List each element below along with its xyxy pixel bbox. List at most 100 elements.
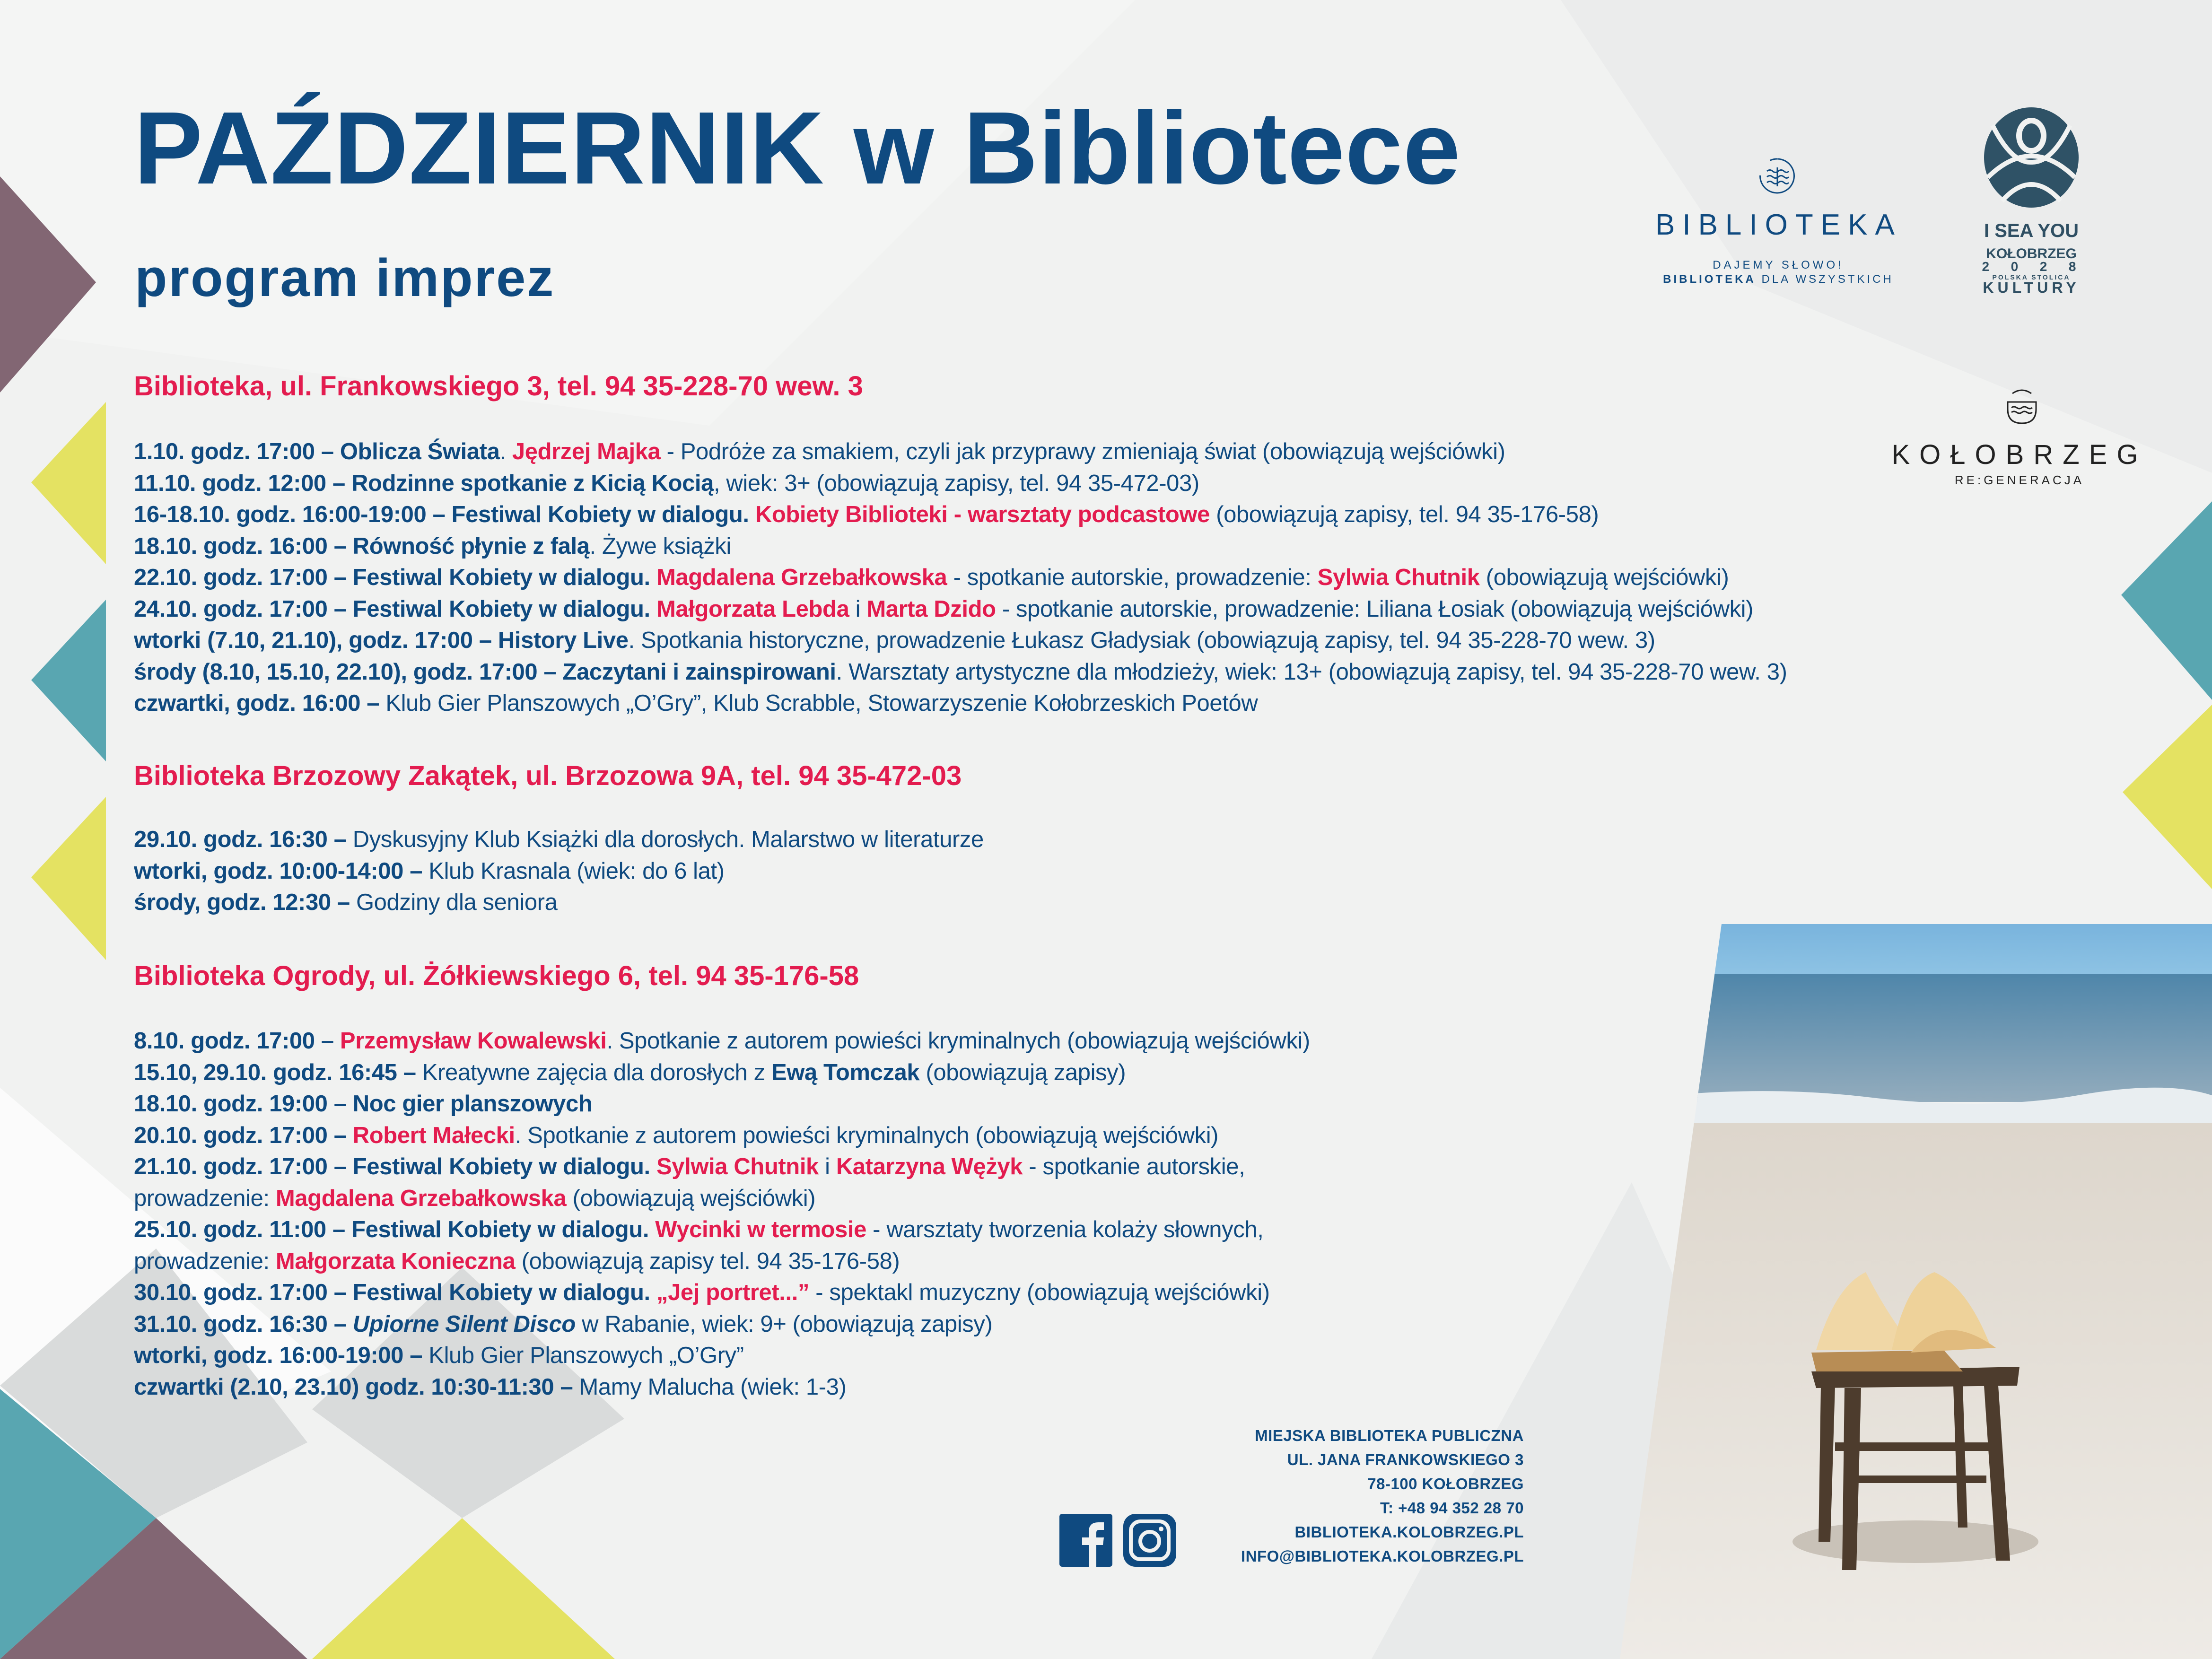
event-description: - Podróże za smakiem, czyli jak przypraw…: [660, 439, 1505, 464]
facebook-icon[interactable]: [1059, 1514, 1112, 1567]
highlighted-name: Jędrzej Majka: [512, 439, 661, 464]
event-description: . Spotkanie z autorem powieści kryminaln…: [515, 1122, 1219, 1148]
highlighted-name: Małgorzata Lebda: [656, 596, 849, 622]
event-date-title: 25.10. godz. 11:00 – Festiwal Kobiety w …: [134, 1217, 656, 1242]
event-description: - spotkanie autorskie,: [1023, 1154, 1245, 1179]
event-date-title: 11.10. godz. 12:00 – Rodzinne spotkanie …: [134, 470, 714, 496]
highlighted-name: Małgorzata Konieczna: [275, 1248, 516, 1274]
biblioteka-tagline-2-rest: DLA WSZYSTKICH: [1756, 273, 1894, 286]
event-line: 11.10. godz. 12:00 – Rodzinne spotkanie …: [134, 468, 1787, 499]
teal-triangle: [2121, 501, 2212, 700]
event-date-title: wtorki, godz. 16:00-19:00 –: [134, 1343, 423, 1368]
highlighted-name: Sylwia Chutnik: [1317, 565, 1480, 590]
yellow-triangle: [31, 402, 106, 564]
footer-phone: T: +48 94 352 28 70: [1380, 1499, 1524, 1517]
event-description: i: [818, 1154, 836, 1179]
grey-diamond: [312, 1267, 624, 1518]
bg-facet: [0, 0, 1135, 426]
event-date-title: czwartki, godz. 16:00 –: [134, 690, 380, 716]
event-description: . Warsztaty artystyczne dla młodzieży, w…: [836, 659, 1787, 685]
event-description: (obowiązują zapisy, tel. 94 35-176-58): [1209, 502, 1599, 527]
event-date-title: 20.10. godz. 17:00 –: [134, 1122, 353, 1148]
event-line: 16-18.10. godz. 16:00-19:00 – Festiwal K…: [134, 499, 1787, 531]
event-date-title: Ewą Tomczak: [771, 1059, 920, 1085]
teal-triangle: [31, 600, 106, 761]
waves-book-icon: [1759, 158, 1795, 194]
teal-triangle: [0, 1389, 156, 1659]
event-date-title: Upiorne Silent Disco: [352, 1311, 576, 1337]
highlighted-name: Magdalena Grzebałkowska: [275, 1185, 567, 1211]
section-heading-frankowskiego: Biblioteka, ul. Frankowskiego 3, tel. 94…: [134, 371, 863, 402]
event-date-title: 15.10, 29.10. godz. 16:45 –: [134, 1059, 416, 1085]
event-description: . Spotkania historyczne, prowadzenie Łuk…: [628, 628, 1656, 653]
purple-triangle: [0, 1518, 307, 1659]
iseayou-line5: KULTURY: [1983, 279, 2080, 296]
grey-diamond: [0, 1249, 307, 1518]
page-subtitle: program imprez: [135, 248, 555, 307]
open-book: [1811, 1272, 1996, 1371]
event-description: - spotkanie autorskie, prowadzenie:: [947, 565, 1318, 590]
iseayou-line2: KOŁOBRZEG: [1986, 246, 2077, 262]
event-description: Dyskusyjny Klub Książki dla dorosłych. M…: [346, 827, 984, 852]
event-line: 22.10. godz. 17:00 – Festiwal Kobiety w …: [134, 562, 1787, 594]
event-line: 24.10. godz. 17:00 – Festiwal Kobiety w …: [134, 594, 1787, 625]
event-date-title: 24.10. godz. 17:00 – Festiwal Kobiety w …: [134, 596, 656, 622]
event-description: Godziny dla seniora: [350, 890, 558, 915]
highlighted-name: Sylwia Chutnik: [656, 1154, 819, 1179]
event-description: w Rabanie, wiek: 9+ (obowiązują zapisy): [575, 1311, 993, 1337]
biblioteka-tagline-2: BIBLIOTEKA DLA WSZYSTKICH: [1655, 273, 1901, 286]
event-list-brzozowy-zakatek: 29.10. godz. 16:30 – Dyskusyjny Klub Ksi…: [134, 824, 984, 918]
event-description: prowadzenie:: [134, 1185, 276, 1211]
page-title: PAŹDZIERNIK w Bibliotece: [134, 91, 1461, 206]
event-description: i: [849, 596, 867, 622]
event-line: 15.10, 29.10. godz. 16:45 – Kreatywne za…: [134, 1057, 1310, 1089]
event-list-ogrody: 8.10. godz. 17:00 – Przemysław Kowalewsk…: [134, 1025, 1310, 1403]
highlighted-name: Magdalena Grzebałkowska: [656, 565, 947, 590]
event-line: 31.10. godz. 16:30 – Upiorne Silent Disc…: [134, 1309, 1310, 1340]
yellow-triangle: [2123, 705, 2212, 889]
event-line: środy (8.10, 15.10, 22.10), godz. 17:00 …: [134, 656, 1787, 688]
event-description: (obowiązują wejściówki): [566, 1185, 816, 1211]
event-date-title: 29.10. godz. 16:30 –: [134, 827, 347, 852]
event-description: Mamy Malucha (wiek: 1-3): [573, 1374, 847, 1400]
footer-website-link[interactable]: BIBLIOTEKA.KOLOBRZEG.PL: [1294, 1523, 1524, 1541]
event-description: Kreatywne zajęcia dla dorosłych z: [416, 1059, 771, 1085]
i-sea-you-emblem-icon: [1984, 107, 2079, 208]
library-contact-footer: MIEJSKA BIBLIOTEKA PUBLICZNA UL. JANA FR…: [1241, 1423, 1524, 1568]
event-line: 25.10. godz. 11:00 – Festiwal Kobiety w …: [134, 1214, 1310, 1246]
footer-email-link[interactable]: INFO@BIBLIOTEKA.KOLOBRZEG.PL: [1241, 1547, 1524, 1565]
event-date-title: 30.10. godz. 17:00 – Festiwal Kobiety w …: [134, 1280, 656, 1305]
event-list-frankowskiego: 1.10. godz. 17:00 – Oblicza Świata. Jędr…: [134, 436, 1787, 719]
section-heading-brzozowy-zakatek: Biblioteka Brzozowy Zakątek, ul. Brzozow…: [134, 760, 962, 791]
event-description: (obowiązują wejściówki): [1479, 565, 1729, 590]
event-date-title: 18.10. godz. 19:00 – Noc gier planszowyc…: [134, 1091, 593, 1117]
event-description: - spektakl muzyczny (obowiązują wejściów…: [809, 1280, 1270, 1305]
kolobrzeg-tagline: RE:GENERACJA: [1954, 473, 2085, 487]
event-date-title: 8.10. godz. 17:00 –: [134, 1028, 340, 1054]
event-line: czwartki (2.10, 23.10) godz. 10:30-11:30…: [134, 1371, 1310, 1403]
stool: [1811, 1367, 2020, 1570]
event-line: prowadzenie: Małgorzata Konieczna (obowi…: [134, 1246, 1310, 1277]
yellow-triangle: [312, 1518, 615, 1659]
event-description: . Spotkanie z autorem powieści kryminaln…: [606, 1028, 1310, 1054]
event-date-title: środy (8.10, 15.10, 22.10), godz. 17:00 …: [134, 659, 836, 685]
event-line: 18.10. godz. 16:00 – Równość płynie z fa…: [134, 531, 1787, 562]
biblioteka-logo-name: BIBLIOTEKA: [1655, 209, 1902, 241]
event-description: Klub Krasnala (wiek: do 6 lat): [422, 858, 725, 884]
event-line: 20.10. godz. 17:00 – Robert Małecki. Spo…: [134, 1120, 1310, 1152]
footer-city: 78-100 KOŁOBRZEG: [1367, 1475, 1524, 1493]
biblioteka-tagline-1: DAJEMY SŁOWO!: [1713, 259, 1844, 271]
event-date-title: 16-18.10. godz. 16:00-19:00 – Festiwal K…: [134, 502, 755, 527]
highlighted-name: Wycinki w termosie: [655, 1217, 866, 1242]
event-line: 30.10. godz. 17:00 – Festiwal Kobiety w …: [134, 1277, 1310, 1309]
instagram-icon[interactable]: [1123, 1514, 1176, 1567]
highlighted-name: Robert Małecki: [352, 1122, 515, 1148]
event-description: (obowiązują zapisy): [919, 1059, 1126, 1085]
event-description: . Żywe książki: [589, 533, 732, 559]
footer-library-name: MIEJSKA BIBLIOTEKA PUBLICZNA: [1255, 1427, 1524, 1444]
event-line: 18.10. godz. 19:00 – Noc gier planszowyc…: [134, 1088, 1310, 1120]
event-line: 8.10. godz. 17:00 – Przemysław Kowalewsk…: [134, 1025, 1310, 1057]
event-line: wtorki (7.10, 21.10), godz. 17:00 – Hist…: [134, 625, 1787, 656]
yellow-triangle: [31, 797, 106, 960]
event-description: , wiek: 3+ (obowiązują zapisy, tel. 94 3…: [713, 470, 1199, 496]
